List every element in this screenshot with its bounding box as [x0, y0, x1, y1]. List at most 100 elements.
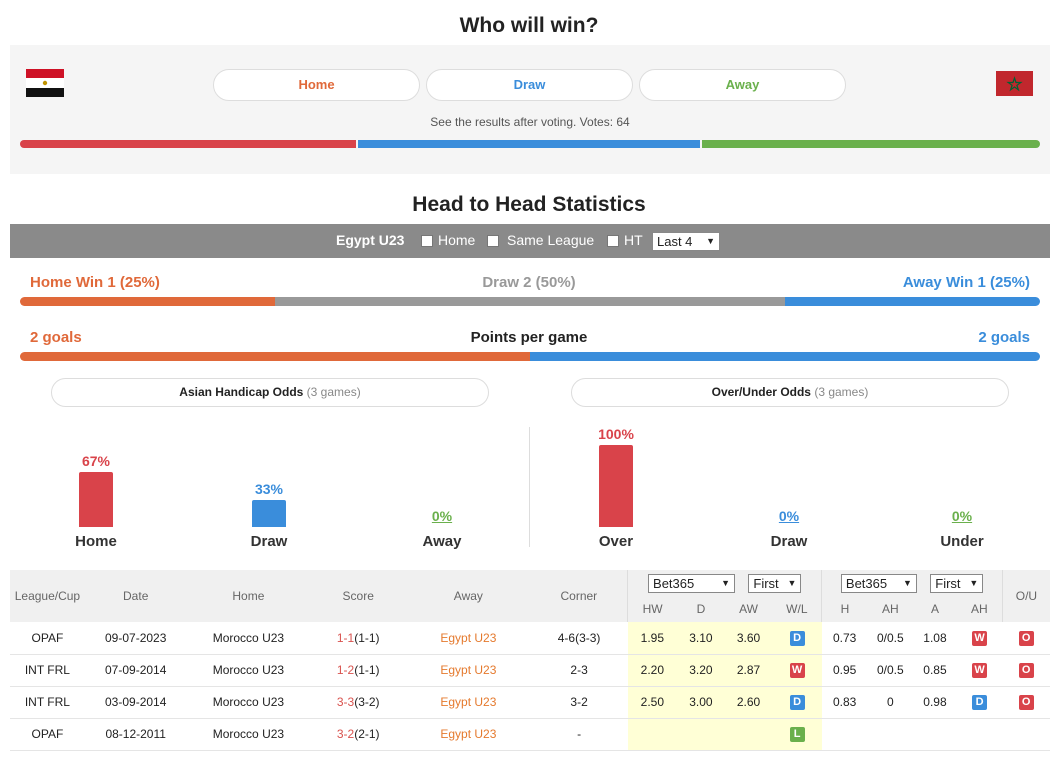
- same-league-checkbox[interactable]: [487, 235, 499, 247]
- home-win-label: Home Win 1 (25%): [30, 274, 160, 291]
- date-cell: 03-09-2014: [84, 686, 187, 719]
- score-ft: 1-1: [336, 630, 355, 645]
- col-wl: W/L: [772, 596, 822, 622]
- aw-odds-cell: [724, 718, 773, 751]
- vote-title: Who will win?: [459, 14, 599, 37]
- wl-cell: L: [772, 718, 822, 751]
- table-row[interactable]: OPAF 09-07-2023 Morocco U23 1-1(1-1) Egypt U…: [10, 622, 1050, 655]
- period1-select[interactable]: First ▼: [748, 573, 802, 593]
- away-win-label: Away Win 1 (25%): [902, 274, 1030, 291]
- ah-result-cell: [956, 718, 1003, 751]
- col-d: D: [677, 596, 725, 622]
- ou-draw-pct: 0%: [778, 508, 800, 524]
- vote-draw-button[interactable]: Draw: [426, 69, 633, 101]
- corner-cell: 4-6(3-3): [530, 622, 628, 655]
- h-odds-cell: 0.95: [821, 654, 868, 687]
- col-date: Date: [84, 570, 187, 622]
- ou-under-label: Under: [940, 533, 984, 550]
- last-matches-value: Last 4: [657, 234, 693, 249]
- league-cell: INT FRL: [10, 654, 85, 687]
- ou-under-pct: 0%: [951, 508, 973, 524]
- score-ht: (1-1): [354, 630, 380, 645]
- odds-ah-header: Bet365 ▼ First ▼: [821, 570, 1003, 596]
- ht-checkbox[interactable]: [607, 235, 619, 247]
- score-ht: (1-1): [354, 663, 380, 677]
- bookmaker1-select[interactable]: Bet365 ▼: [648, 573, 736, 593]
- period2-value: First: [935, 575, 961, 591]
- home-filter-label: Home: [438, 232, 476, 248]
- draw-label: Draw 2 (50%): [482, 274, 576, 291]
- ou-result-cell: O: [1002, 686, 1050, 719]
- away-win-bar: [785, 297, 1040, 306]
- last-matches-select[interactable]: Last 4 ▼: [652, 232, 720, 251]
- col-ou: O/U: [1001, 570, 1050, 622]
- over-under-games: (3 games): [814, 385, 869, 399]
- ou-badge: O: [1018, 695, 1034, 710]
- asian-home-bar: [79, 472, 113, 527]
- vote-panel: Home Draw Away See the results after vot…: [10, 45, 1050, 174]
- home-checkbox[interactable]: [421, 235, 433, 247]
- hw-odds-cell: 1.95: [627, 622, 678, 655]
- ou-result-cell: [1002, 718, 1050, 751]
- asian-handicap-games: (3 games): [306, 385, 361, 399]
- score-cell: 1-1(1-1): [310, 622, 407, 655]
- draw-bar: [275, 297, 785, 306]
- ah-result-cell: W: [956, 622, 1003, 655]
- table-row[interactable]: OPAF 08-12-2011 Morocco U23 3-2(2-1) Egypt U…: [10, 718, 1050, 751]
- chevron-down-icon: ▼: [706, 236, 715, 246]
- home-team-cell[interactable]: Morocco U23: [186, 686, 311, 719]
- vote-draw-bar: [358, 140, 700, 148]
- col-aw: AW: [724, 596, 773, 622]
- home-team-cell[interactable]: Morocco U23: [186, 718, 311, 751]
- ah-badge: D: [972, 695, 988, 710]
- table-row[interactable]: INT FRL 03-09-2014 Morocco U23 3-3(3-2) Egyp…: [10, 686, 1050, 719]
- col-hw: HW: [627, 596, 678, 622]
- vote-away-button[interactable]: Away: [639, 69, 846, 101]
- away-team-cell[interactable]: Egypt U23: [406, 654, 531, 687]
- bookmaker2-value: Bet365: [845, 575, 888, 591]
- home-team-cell[interactable]: Morocco U23: [186, 654, 311, 687]
- away-team-cell[interactable]: Egypt U23: [406, 718, 531, 751]
- away-team-cell[interactable]: Egypt U23: [406, 622, 531, 655]
- league-cell: OPAF: [10, 622, 85, 655]
- ah-line-cell: 0/0.5: [867, 654, 914, 687]
- col-league: League/Cup: [10, 570, 85, 622]
- score-ht: (2-1): [354, 727, 380, 741]
- corner-cell: 2-3: [530, 654, 628, 687]
- bookmaker2-select[interactable]: Bet365 ▼: [840, 573, 917, 593]
- ou-badge: O: [1018, 630, 1034, 646]
- away-team-cell[interactable]: Egypt U23: [406, 686, 531, 719]
- wl-cell: D: [772, 622, 822, 655]
- ah-badge: W: [972, 630, 988, 646]
- score-ht: (3-2): [354, 695, 380, 709]
- asian-handicap-button[interactable]: Asian Handicap Odds (3 games): [51, 378, 489, 407]
- h2h-filter-bar: Egypt U23 Home Same League HT Last 4 ▼: [10, 224, 1050, 258]
- asian-away-label: Away: [422, 533, 462, 550]
- wl-badge: D: [789, 630, 805, 646]
- ah-line-cell: [867, 718, 914, 751]
- table-row[interactable]: INT FRL 07-09-2014 Morocco U23 1-2(1-1) Egyp…: [10, 654, 1050, 687]
- odds-divider: [529, 427, 530, 547]
- ou-draw-label: Draw: [770, 533, 808, 550]
- home-team-cell[interactable]: Morocco U23: [186, 622, 311, 655]
- h2h-table: League/Cup Date Home Score Away Corner B…: [10, 570, 1050, 751]
- col-ah-result: AH: [956, 596, 1003, 622]
- same-league-filter-label: Same League: [507, 232, 595, 248]
- col-h: H: [821, 596, 868, 622]
- period2-select[interactable]: First ▼: [930, 573, 984, 593]
- score-ft: 3-2: [336, 727, 355, 741]
- morocco-flag-icon: [996, 71, 1033, 96]
- over-under-button[interactable]: Over/Under Odds (3 games): [571, 378, 1009, 407]
- ah-result-cell: W: [956, 654, 1003, 687]
- home-goals-bar: [20, 352, 530, 361]
- ah-badge: W: [972, 663, 988, 678]
- vote-home-button[interactable]: Home: [213, 69, 420, 101]
- vote-away-bar: [702, 140, 1040, 148]
- ou-badge: O: [1018, 663, 1034, 678]
- ou-over-bar: [599, 445, 633, 527]
- d-odds-cell: 3.00: [677, 686, 725, 719]
- ah-result-cell: D: [956, 686, 1003, 719]
- wl-cell: W: [772, 654, 822, 687]
- col-a: A: [913, 596, 957, 622]
- away-goals-bar: [530, 352, 1040, 361]
